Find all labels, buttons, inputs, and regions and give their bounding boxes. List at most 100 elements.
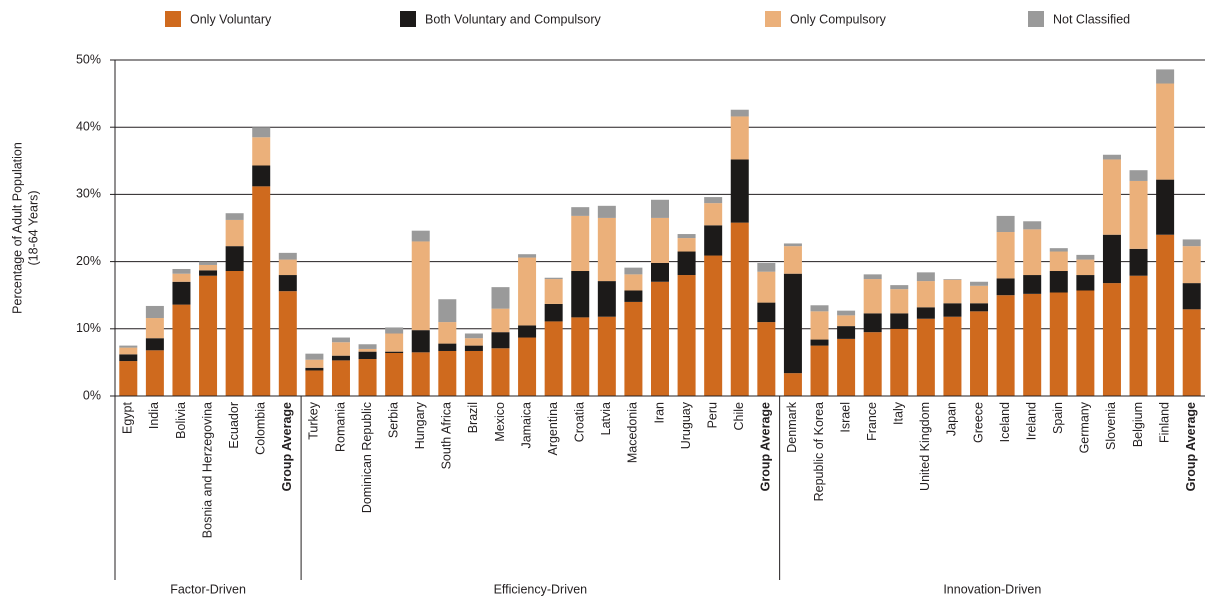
bar-segment [464, 350, 483, 396]
group-label: Innovation-Driven [943, 582, 1041, 596]
x-tick-label: Iran [652, 402, 666, 424]
bar-segment [704, 255, 723, 396]
bar-segment [1129, 248, 1148, 276]
bar-segment [438, 350, 457, 396]
legend-swatch [765, 11, 781, 27]
bar-segment [996, 295, 1015, 396]
bar-segment [385, 351, 404, 353]
bar-segment [172, 304, 191, 396]
x-tick-label: France [865, 402, 879, 441]
bar-segment [252, 165, 271, 187]
bar-segment [464, 333, 483, 339]
bar-segment [358, 351, 377, 360]
bar-segment [1076, 275, 1095, 291]
bar-segment [199, 275, 218, 396]
x-tick-label: Croatia [573, 402, 587, 442]
bar-segment [199, 270, 218, 276]
bar-segment [837, 310, 856, 316]
bar-segment [1049, 292, 1068, 396]
bar-segment [491, 308, 510, 333]
bar-segment [464, 338, 483, 346]
bar-segment [252, 127, 271, 138]
bar-segment [624, 290, 643, 302]
x-tick-label: Slovenia [1104, 402, 1118, 450]
legend-label: Not Classified [1053, 12, 1130, 26]
bar-segment [810, 339, 829, 346]
bar-segment [544, 303, 563, 322]
x-tick-label: Jamaica [519, 402, 533, 449]
x-tick-label: Romania [333, 402, 347, 452]
y-tick-label: 0% [83, 388, 101, 402]
x-tick-label: Israel [838, 402, 852, 433]
bar-segment [145, 338, 164, 351]
bar-segment [252, 137, 271, 166]
x-tick-label: Peru [705, 402, 719, 428]
bar-segment [411, 330, 430, 353]
bar-segment [305, 359, 324, 368]
bar-segment [358, 344, 377, 349]
bar-segment [518, 254, 537, 258]
bar-segment [1102, 154, 1121, 160]
x-tick-label: Finland [1157, 402, 1171, 443]
x-tick-label: Belgium [1131, 402, 1145, 447]
x-tick-label: Egypt [121, 401, 135, 433]
bar-segment [651, 217, 669, 263]
bar-segment [278, 259, 297, 276]
bar-segment [597, 205, 616, 218]
bar-segment [385, 333, 404, 352]
bar-segment [358, 359, 377, 396]
bar-segment [624, 301, 643, 396]
bar-segment [1076, 290, 1095, 396]
bar-segment [225, 219, 244, 247]
bar-segment [916, 307, 935, 319]
bar-segment [943, 316, 962, 396]
bar-segment [385, 327, 404, 334]
x-tick-label: Spain [1051, 402, 1065, 434]
bar-segment [305, 353, 324, 360]
bar-segment [1076, 259, 1095, 276]
bar-segment [730, 159, 749, 223]
bar-segment [863, 332, 882, 396]
bar-segment [438, 343, 457, 351]
bar-segment [518, 337, 537, 396]
legend-swatch [1028, 11, 1044, 27]
bar-segment [331, 360, 350, 396]
bar-segment [331, 337, 350, 343]
bar-segment [172, 273, 191, 282]
x-tick-label: Brazil [466, 402, 480, 433]
x-tick-label: Denmark [785, 401, 799, 452]
x-tick-label: United Kingdom [918, 402, 932, 491]
bar-segment [597, 281, 616, 317]
x-tick-label: Argentina [546, 402, 560, 456]
group-label: Efficiency-Driven [494, 582, 588, 596]
x-tick-label: Ireland [1024, 402, 1038, 440]
bar-segment [199, 264, 218, 271]
bar-segment [411, 352, 430, 396]
bar-segment [1129, 170, 1148, 181]
bar-segment [1102, 283, 1121, 396]
y-axis-title-line: Percentage of Adult Population [10, 142, 24, 314]
bar-segment [119, 354, 138, 362]
bar-segment [571, 215, 590, 272]
bar-segment [1182, 239, 1201, 247]
bar-segment [597, 316, 616, 396]
bar-segment [677, 275, 696, 396]
bar-segment [278, 291, 297, 396]
bar-segment [651, 199, 669, 218]
bar-segment [145, 305, 164, 319]
bar-segment [358, 348, 377, 352]
bar-segment [863, 279, 882, 314]
x-tick-label: South Africa [440, 402, 454, 469]
bar-segment [783, 246, 802, 274]
x-tick-label: Italy [892, 401, 906, 425]
bar-segment [172, 268, 191, 274]
x-tick-label: Japan [945, 402, 959, 436]
bar-segment [119, 361, 138, 396]
bar-segment [385, 352, 404, 396]
group-label: Factor-Driven [170, 582, 246, 596]
y-axis-title: Percentage of Adult Population (18-64 Ye… [10, 142, 40, 314]
bar-segment [651, 262, 669, 282]
bar-segment [1023, 293, 1042, 396]
bar-segment [943, 303, 962, 317]
bar-segment [651, 281, 669, 396]
